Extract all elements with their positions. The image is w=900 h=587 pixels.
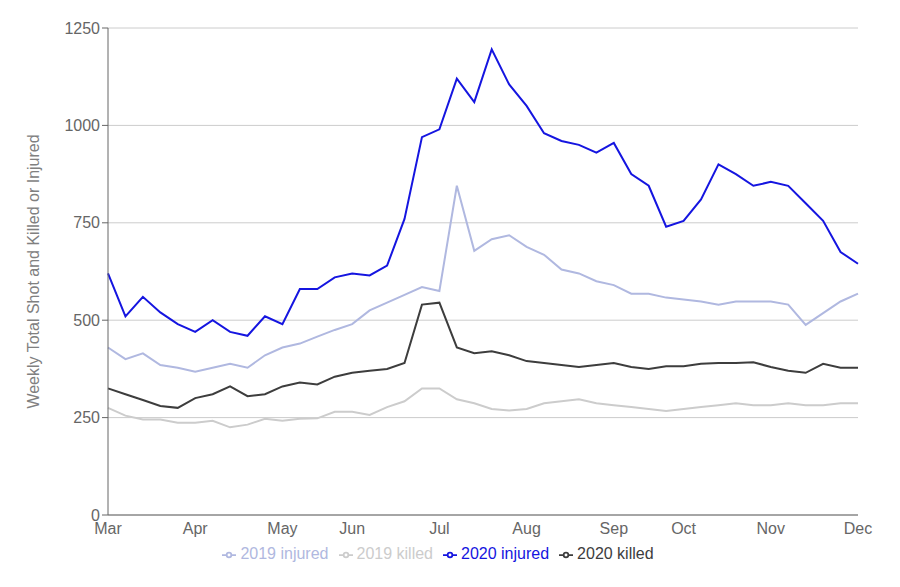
svg-text:Mar: Mar xyxy=(94,520,122,538)
svg-text:Aug: Aug xyxy=(512,520,540,537)
html-text:2020 injured: 2020 injured xyxy=(461,545,550,562)
svg-text:0: 0 xyxy=(91,507,100,524)
svg-text:Sep: Sep xyxy=(600,520,629,537)
svg-text:250: 250 xyxy=(73,409,100,426)
svg-text:1250: 1250 xyxy=(64,20,100,37)
svg-text:Nov: Nov xyxy=(757,520,785,537)
svg-text:Dec: Dec xyxy=(844,520,872,537)
svg-text:1000: 1000 xyxy=(64,117,100,134)
svg-text:500: 500 xyxy=(73,312,100,329)
html-text:2020 killed: 2020 killed xyxy=(577,545,654,562)
svg-text:Jul: Jul xyxy=(429,520,449,537)
svg-text:May: May xyxy=(267,520,297,537)
svg-text:750: 750 xyxy=(73,214,100,231)
svg-text:Apr: Apr xyxy=(183,520,209,537)
svg-text:Weekly Total Shot and Killed o: Weekly Total Shot and Killed or Injured xyxy=(25,134,42,408)
html-text:2019 killed: 2019 killed xyxy=(356,545,433,562)
svg-text:Oct: Oct xyxy=(671,520,696,537)
html-text:2019 injured: 2019 injured xyxy=(240,545,329,562)
svg-text:Jun: Jun xyxy=(339,520,365,537)
